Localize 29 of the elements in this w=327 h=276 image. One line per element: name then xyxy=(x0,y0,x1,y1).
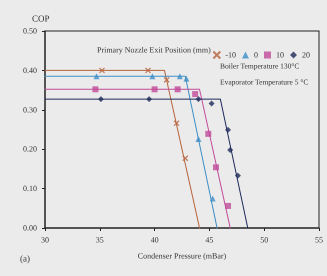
x-tick-label: 55 xyxy=(315,236,323,244)
legend-title: Primary Nozzle Exit Position (mm) xyxy=(97,46,212,54)
legend-label: 20 xyxy=(302,50,310,60)
y-tick-label: 0.20 xyxy=(23,144,37,154)
x-tick-label: 45 xyxy=(205,236,214,244)
point xyxy=(176,73,183,80)
y-tick-label: 0.50 xyxy=(23,26,37,36)
y-tick-label: 0.00 xyxy=(23,224,37,232)
legend-label: 0 xyxy=(254,50,258,60)
y-tick-label: 0.30 xyxy=(23,105,37,114)
text: (a) xyxy=(20,254,30,264)
point xyxy=(164,76,170,84)
point xyxy=(173,120,180,126)
point xyxy=(208,100,215,106)
point xyxy=(144,67,152,74)
x-tick-label: 40 xyxy=(150,236,159,244)
point xyxy=(98,67,106,74)
x-tick-label: 50 xyxy=(260,236,268,244)
point xyxy=(182,155,188,162)
x-tick-label: 35 xyxy=(96,236,104,244)
legend-label: 10 xyxy=(276,50,284,60)
y-tick-label: 0.10 xyxy=(23,184,37,194)
x-axis-title: Condenser Pressure (mBar) xyxy=(138,252,227,260)
x-tick-label: 30 xyxy=(41,236,49,244)
point xyxy=(149,73,156,80)
y-axis-title: COP xyxy=(32,14,50,24)
y-tick-label: 0.40 xyxy=(23,66,37,75)
point xyxy=(192,91,198,98)
legend-label: -10 xyxy=(225,50,236,60)
